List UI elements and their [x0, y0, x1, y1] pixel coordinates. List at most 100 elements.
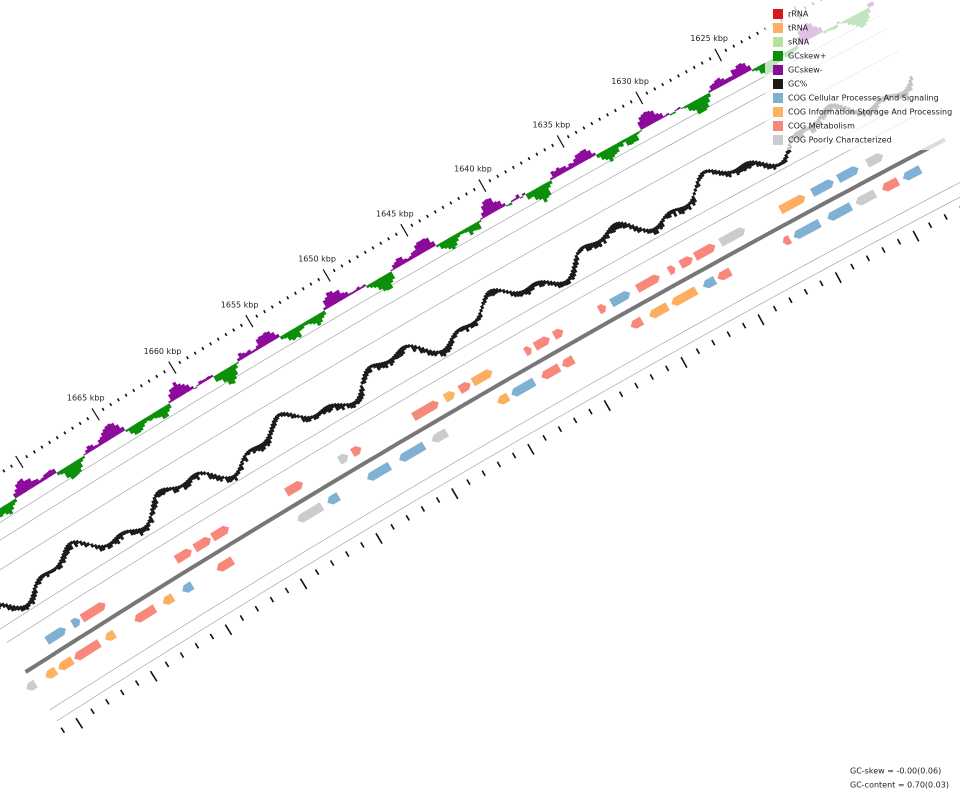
gc-skew-bar — [104, 425, 115, 439]
gc-content-bar — [144, 524, 151, 532]
gc-skew-bar — [266, 331, 275, 342]
gc-skew-bar — [172, 381, 184, 397]
gc-content-bar — [617, 221, 623, 229]
gc-content-bar — [316, 411, 322, 417]
gc-content-bar — [155, 491, 161, 498]
gc-content-bar — [185, 479, 192, 487]
gc-content-bar — [276, 413, 281, 418]
gc-skew-bar — [158, 408, 167, 420]
scale-tick — [124, 393, 128, 397]
gc-content-bar — [480, 304, 485, 310]
gc-content-bar — [63, 546, 71, 555]
gc-content-bar — [479, 308, 484, 313]
gc-content-bar — [174, 485, 180, 493]
gc-skew-bar — [299, 323, 305, 330]
lower-tick — [695, 348, 701, 355]
gc-skew-bar — [555, 167, 563, 176]
legend-label: sRNA — [788, 38, 810, 47]
gc-content-bar — [754, 160, 760, 168]
gene-feature — [442, 391, 456, 403]
gc-content-bar — [57, 561, 64, 569]
gc-skew-bar — [711, 82, 718, 90]
gc-skew-bar — [463, 227, 469, 233]
gc-content-bar — [365, 367, 371, 374]
gc-content-bar — [18, 605, 25, 612]
gc-content-bar — [118, 532, 125, 541]
lower-tick — [741, 322, 747, 329]
gc-skew-bar — [571, 162, 577, 168]
scale-tick — [740, 40, 744, 44]
gc-content-bar — [662, 215, 667, 220]
gc-skew-bar — [86, 445, 93, 453]
scale-tick — [496, 174, 500, 178]
gc-content-bar — [227, 475, 233, 483]
gc-content-bar — [477, 311, 483, 318]
lower-tick — [511, 452, 517, 459]
gc-content-bar — [257, 443, 265, 453]
gc-skew-bar — [629, 134, 637, 143]
gc-skew-bar — [257, 335, 267, 347]
scale-tick — [708, 57, 712, 61]
gc-content-bar — [206, 471, 213, 480]
gc-skew-bar — [315, 313, 324, 323]
gc-content-bar — [545, 280, 551, 287]
gc-content-bar — [696, 177, 701, 182]
gc-content-bar — [651, 227, 657, 236]
gc-content-bar — [681, 205, 687, 212]
gc-content-bar — [65, 544, 72, 552]
gc-content-bar — [237, 466, 242, 472]
lower-tick — [105, 698, 110, 705]
gc-content-bar — [428, 349, 435, 357]
gene-feature — [703, 276, 718, 289]
gc-skew-bar — [607, 147, 616, 158]
gc-skew-bar — [521, 192, 526, 196]
legend-label: GC% — [788, 80, 808, 89]
gc-content-bar — [193, 472, 201, 481]
gc-skew-bar — [196, 384, 200, 387]
gene-feature — [541, 363, 562, 380]
gc-content-bar — [784, 153, 789, 160]
gc-content-bar — [250, 447, 257, 454]
gene-feature — [216, 556, 236, 572]
gc-skew-bar — [47, 469, 54, 477]
gc-content-bar — [374, 362, 381, 371]
gc-content-bar — [686, 203, 693, 211]
gc-content-bar — [322, 406, 329, 413]
gc-content-bar — [44, 571, 50, 578]
gc-content-bar — [738, 165, 745, 173]
gc-content-bar — [26, 602, 31, 608]
scale-tick — [216, 337, 220, 341]
gc-skew-bar — [480, 217, 484, 220]
gc-content-bar — [726, 170, 733, 178]
scale-label: 1660 kbp — [144, 347, 182, 356]
lower-tick — [865, 255, 871, 262]
lower-tick — [269, 596, 275, 603]
gene-feature — [882, 177, 901, 192]
gc-content-bar — [583, 244, 590, 252]
gc-content-bar — [494, 287, 500, 294]
gc-skew-bar — [391, 264, 397, 270]
gene-feature — [327, 492, 341, 505]
scale-tick — [598, 117, 602, 121]
gc-content-bar — [498, 288, 503, 293]
gc-skew-bar — [168, 388, 178, 400]
gc-skew-bar — [147, 415, 153, 422]
legend-swatch — [773, 135, 783, 145]
gc-content-bar — [152, 496, 159, 505]
gc-content-bar — [600, 236, 607, 245]
scale-tick — [465, 192, 468, 196]
gc-content-bar — [78, 540, 84, 547]
gc-skew-bar — [421, 238, 431, 251]
gc-content-bar — [748, 160, 754, 167]
gc-content-bar — [112, 538, 118, 545]
gc-skew-bar — [67, 464, 78, 478]
gc-skew-bar — [114, 424, 123, 434]
gc-content-bar — [262, 440, 268, 447]
scale-tick — [748, 35, 752, 40]
gc-skew-bar — [160, 406, 170, 418]
gc-content-bar — [168, 486, 173, 491]
gene-feature — [793, 219, 822, 239]
gc-skew-bar — [406, 257, 411, 262]
scale-tick — [232, 328, 236, 332]
